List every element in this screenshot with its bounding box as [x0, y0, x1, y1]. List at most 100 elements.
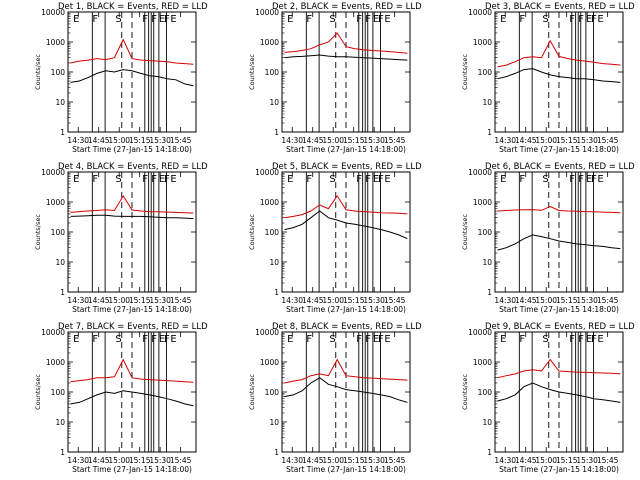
- x-tick-label: 15:00: [108, 456, 130, 465]
- flag-letter: F: [569, 14, 575, 25]
- x-tick-label: 15:00: [322, 456, 344, 465]
- flag-letter: E: [384, 334, 390, 345]
- events-series-line: [284, 377, 408, 403]
- x-tick-label: 15:15: [129, 296, 151, 305]
- y-tick-label: 10000: [468, 8, 492, 17]
- panel-title: Det 8, BLACK = Events, RED = LLD: [272, 322, 422, 332]
- x-tick-label: 14:30: [494, 456, 516, 465]
- y-axis-label: Counts/sec: [34, 54, 42, 90]
- flag-letter: F: [164, 174, 170, 185]
- flag-letter: F: [92, 174, 98, 185]
- y-tick-label: 1: [274, 128, 279, 137]
- flag-letter: F: [569, 334, 575, 345]
- x-tick-label: 15:45: [170, 136, 192, 145]
- detector-panel-5: Det 5, BLACK = Events, RED = LLD 1 10 100 10…: [248, 162, 422, 314]
- x-axis-label: Start Time (27-Jan-15 14:18:00): [286, 145, 406, 154]
- flag-letter: F: [356, 14, 362, 25]
- x-tick-label: 15:30: [363, 136, 385, 145]
- x-tick-label: 14:45: [302, 456, 324, 465]
- x-tick-label: 15:15: [343, 296, 365, 305]
- flag-letter: F: [306, 14, 312, 25]
- y-tick-label: 1: [60, 128, 65, 137]
- y-tick-label: 10: [482, 418, 492, 427]
- events-series-line: [497, 382, 621, 403]
- x-tick-label: 15:45: [597, 456, 619, 465]
- y-tick-label: 10: [269, 98, 279, 107]
- y-tick-label: 100: [478, 388, 493, 397]
- flag-letter: E: [73, 14, 79, 25]
- x-tick-label: 14:30: [494, 136, 516, 145]
- y-tick-label: 1000: [260, 358, 279, 367]
- x-tick-label: 15:30: [363, 456, 385, 465]
- flag-letter: F: [569, 174, 575, 185]
- flag-letter: E: [373, 334, 379, 345]
- x-tick-label: 15:00: [535, 456, 557, 465]
- x-axis-label: Start Time (27-Jan-15 14:18:00): [499, 465, 619, 474]
- flag-letter: E: [597, 174, 603, 185]
- flag-letter: S: [329, 174, 335, 185]
- y-tick-label: 10: [482, 98, 492, 107]
- x-tick-label: 14:45: [302, 296, 324, 305]
- x-tick-label: 15:30: [576, 456, 598, 465]
- x-axis-label: Start Time (27-Jan-15 14:18:00): [72, 145, 192, 154]
- y-tick-label: 1000: [473, 198, 492, 207]
- x-tick-label: 15:30: [576, 136, 598, 145]
- flag-letter: F: [365, 334, 371, 345]
- y-tick-label: 10: [269, 418, 279, 427]
- flag-letter: E: [597, 14, 603, 25]
- y-tick-label: 1: [60, 448, 65, 457]
- x-tick-label: 14:45: [88, 296, 110, 305]
- y-tick-label: 1000: [46, 358, 65, 367]
- flag-letter: E: [170, 174, 176, 185]
- flag-letter: F: [356, 174, 362, 185]
- flag-letter: F: [92, 334, 98, 345]
- flag-letter: F: [151, 174, 157, 185]
- x-tick-label: 15:15: [129, 136, 151, 145]
- y-tick-label: 1: [60, 288, 65, 297]
- y-tick-label: 10: [55, 418, 65, 427]
- flag-letter: E: [586, 14, 592, 25]
- flag-letter: F: [356, 334, 362, 345]
- y-tick-label: 10: [55, 98, 65, 107]
- flag-letter: E: [500, 334, 506, 345]
- y-tick-label: 100: [51, 68, 66, 77]
- flag-letter: E: [159, 14, 165, 25]
- flag-letter: E: [73, 174, 79, 185]
- x-tick-label: 15:45: [170, 456, 192, 465]
- x-tick-label: 15:00: [535, 296, 557, 305]
- x-tick-label: 14:45: [88, 136, 110, 145]
- lld-series-line: [284, 358, 408, 384]
- y-tick-label: 10000: [255, 328, 279, 337]
- flag-letter: E: [373, 174, 379, 185]
- panel-title: Det 4, BLACK = Events, RED = LLD: [58, 162, 208, 172]
- flag-letter: S: [542, 174, 548, 185]
- y-tick-label: 10000: [255, 168, 279, 177]
- flag-letter: S: [329, 14, 335, 25]
- x-tick-label: 14:30: [281, 456, 303, 465]
- flag-letter: F: [519, 174, 525, 185]
- flag-letter: E: [287, 334, 293, 345]
- x-tick-label: 15:30: [576, 296, 598, 305]
- y-tick-label: 1000: [260, 38, 279, 47]
- events-series-line: [70, 69, 194, 87]
- lld-series-line: [497, 39, 621, 68]
- flag-letter: S: [329, 334, 335, 345]
- x-tick-label: 14:30: [281, 296, 303, 305]
- panel-title: Det 5, BLACK = Events, RED = LLD: [272, 162, 422, 172]
- panel-title: Det 7, BLACK = Events, RED = LLD: [58, 322, 208, 332]
- y-axis-label: Counts/sec: [34, 214, 42, 250]
- lld-series-line: [497, 358, 621, 379]
- events-series-line: [497, 68, 621, 83]
- flag-letter: F: [591, 14, 597, 25]
- x-tick-label: 14:45: [515, 296, 537, 305]
- flag-letter: E: [159, 174, 165, 185]
- y-tick-label: 1000: [46, 198, 65, 207]
- x-tick-label: 14:30: [67, 456, 89, 465]
- y-tick-label: 1: [274, 448, 279, 457]
- x-tick-label: 15:30: [149, 456, 171, 465]
- flag-letter: F: [151, 14, 157, 25]
- y-tick-label: 10000: [41, 168, 65, 177]
- y-tick-label: 1000: [473, 358, 492, 367]
- x-tick-label: 15:00: [322, 296, 344, 305]
- x-tick-label: 15:00: [108, 296, 130, 305]
